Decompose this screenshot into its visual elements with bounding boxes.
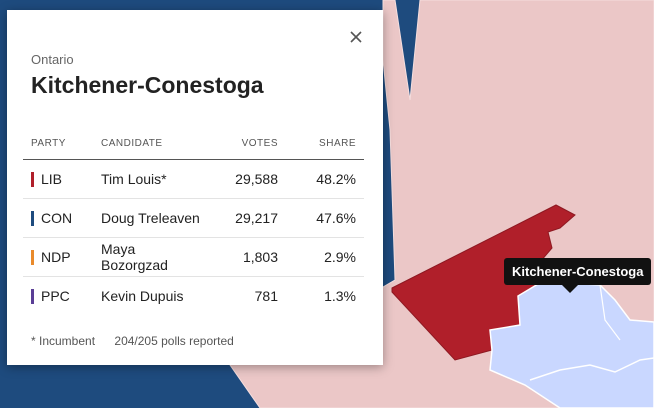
party-cell: CON [23,198,93,238]
table-row: CON Doug Treleaven 29,217 47.6% [23,198,364,238]
candidate-cell: Tim Louis* [93,159,200,199]
votes-cell: 781 [254,288,278,304]
table-row: PPC Kevin Dupuis 781 1.3% [23,277,364,316]
candidate-cell: Doug Treleaven [93,198,200,238]
results-footer: * Incumbent 204/205 polls reported [31,334,234,348]
column-header-share: SHARE [286,138,364,160]
incumbent-note: * Incumbent [31,334,96,348]
map-boundary [599,284,621,341]
votes-cell: 29,588 [200,159,286,199]
table-header-row: PARTY CANDIDATE VOTES SHARE [23,138,364,160]
party-code: PPC [41,288,70,304]
map-boundary [529,357,654,381]
party-color-swatch [31,210,34,226]
close-icon [350,31,362,43]
polls-reported: 204/205 polls reported [114,334,234,348]
party-code: CON [41,210,73,226]
share-cell: 1.3% [324,288,356,304]
party-color-swatch [31,249,34,265]
results-table: PARTY CANDIDATE VOTES SHARE LIB Tim Louis… [23,138,364,315]
share-cell: 48.2% [286,159,364,199]
share-cell: 47.6% [286,198,364,238]
column-header-votes: VOTES [200,138,286,160]
tooltip-arrow [562,285,578,293]
table-row: NDP Maya Bozorgzad 1,803 2.9% [23,237,364,277]
riding-results-panel: Ontario Kitchener-Conestoga PARTY CANDID… [7,10,383,365]
party-color-swatch [31,288,34,304]
map-region-highlighted[interactable] [489,277,654,408]
votes-cell: 1,803 [200,237,286,277]
column-header-candidate: CANDIDATE [93,138,200,160]
party-code: LIB [41,171,63,187]
column-header-party: PARTY [23,138,93,160]
party-cell: LIB [23,159,93,199]
candidate-cell: Maya Bozorgzad [93,237,200,277]
party-color-swatch [31,171,34,187]
party-code: NDP [41,249,71,265]
map-tooltip: Kitchener-Conestoga [504,258,652,285]
party-cell: PPC [23,277,93,316]
riding-title: Kitchener-Conestoga [31,72,264,98]
candidate-cell: Kevin Dupuis [101,288,184,304]
table-row: LIB Tim Louis* 29,588 48.2% [23,159,364,199]
votes-cell: 29,217 [200,198,286,238]
share-cell: 2.9% [286,237,364,277]
party-cell: NDP [23,237,93,277]
province-label: Ontario [31,52,74,67]
close-button[interactable] [343,24,369,50]
